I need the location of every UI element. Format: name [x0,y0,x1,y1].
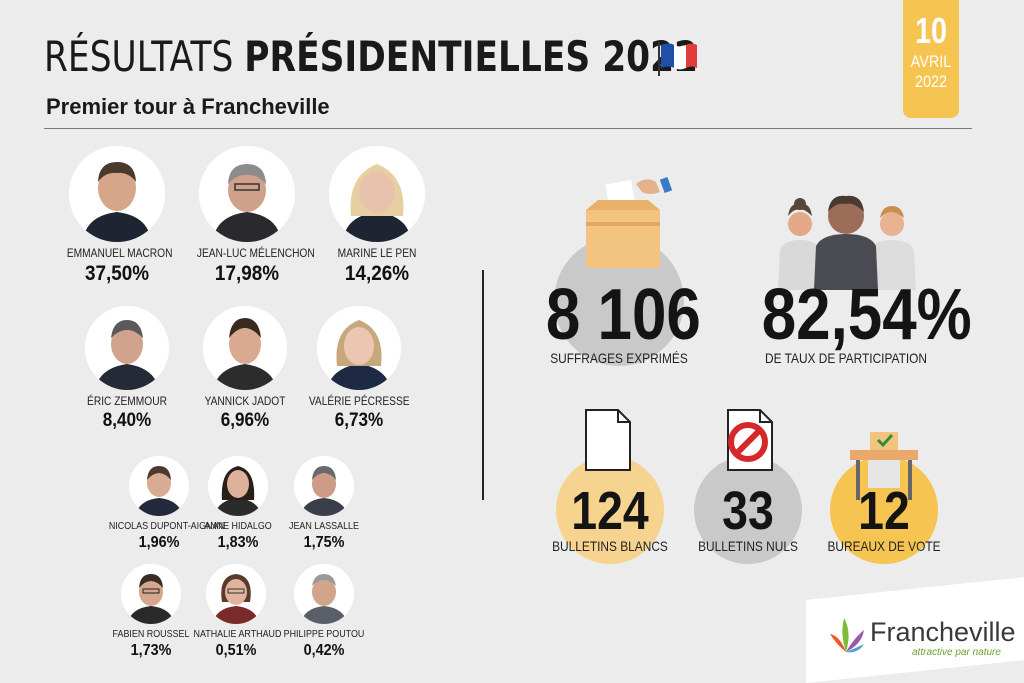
candidate-name: ANNE HIDALGO [204,520,272,532]
candidate-card: VALÉRIE PÉCRESSE 6,73% [300,306,418,432]
candidate-name: NICOLAS DUPONT-AIGNAN [108,520,225,532]
date-day: 10 [914,10,948,51]
people-icon [778,195,916,290]
bureaux-value: 12 [858,481,910,541]
nuls-circle [694,456,802,564]
date-month: AVRIL [910,52,952,71]
candidate-pct: 6,96% [220,410,270,431]
francheville-leaves-icon [830,618,864,653]
candidate-name: PHILIPPE POUTOU [283,628,365,640]
candidate-pct: 1,83% [217,534,259,551]
candidate-photo [294,456,354,516]
blancs-label: BULLETINS BLANCS [552,538,668,554]
french-flag-icon [658,42,697,76]
candidate-pct: 0,51% [215,642,257,659]
candidate-card: EMMANUEL MACRON 37,50% [58,146,176,286]
candidate-photo [129,456,189,516]
page-subtitle: Premier tour à Francheville [46,94,330,119]
polling-booth-icon [850,432,918,500]
candidate-name: JEAN LASSALLE [289,520,359,532]
bureaux-label: BUREAUX DE VOTE [827,538,941,554]
candidate-card: ANNE HIDALGO 1,83% [188,456,288,552]
candidate-pct: 8,40% [102,410,152,431]
candidate-name: MARINE LE PEN [337,246,417,260]
header-rule [44,128,972,129]
candidate-pct: 1,96% [138,534,180,551]
logo-tagline: attractive par nature [912,647,1001,658]
participation-value: 82,54% [761,275,972,355]
candidate-pct: 37,50% [84,262,150,285]
date-year: 2022 [914,72,948,91]
candidate-card: YANNICK JADOT 6,96% [186,306,304,432]
title-bold: PRÉSIDENTIELLES 2022 [244,32,699,81]
candidate-photo [69,146,165,242]
candidate-photo [85,306,169,390]
candidate-pct: 17,98% [214,262,280,285]
candidate-pct: 1,75% [303,534,345,551]
candidate-photo [206,564,266,624]
title-light: RÉSULTATS [44,32,234,81]
blank-ballot-icon [585,409,631,471]
section-divider [482,270,484,500]
suffrages-value: 8 106 [545,275,701,355]
candidate-name: ÉRIC ZEMMOUR [87,394,167,408]
candidate-photo [199,146,295,242]
candidate-photo [329,146,425,242]
suffrages-label: SUFFRAGES EXPRIMÉS [550,350,688,366]
candidate-pct: 1,73% [130,642,172,659]
candidate-photo [121,564,181,624]
candidate-card: ÉRIC ZEMMOUR 8,40% [68,306,186,432]
logo-name: Francheville [870,617,1016,647]
candidate-card: MARINE LE PEN 14,26% [318,146,436,286]
blancs-circle [556,456,664,564]
candidate-name: YANNICK JADOT [204,394,286,408]
candidate-card: NATHALIE ARTHAUD 0,51% [186,564,286,660]
candidate-photo [294,564,354,624]
candidate-name: FABIEN ROUSSEL [112,628,190,640]
candidate-card: FABIEN ROUSSEL 1,73% [92,564,210,660]
null-ballot-icon [727,409,773,471]
candidate-card: JEAN LASSALLE 1,75% [274,456,374,552]
participation-label: DE TAUX DE PARTICIPATION [764,350,928,366]
ballot-box-icon [586,177,673,268]
page-title: RÉSULTATS PRÉSIDENTIELLES 2022 [44,36,698,78]
candidate-name: EMMANUEL MACRON [66,246,173,260]
nuls-label: BULLETINS NULS [698,538,798,554]
blancs-value: 124 [571,481,649,541]
candidate-pct: 14,26% [344,262,410,285]
candidate-pct: 6,73% [334,410,384,431]
candidate-name: NATHALIE ARTHAUD [193,628,282,640]
candidate-photo [203,306,287,390]
candidate-pct: 0,42% [303,642,345,659]
candidate-card: JEAN-LUC MÉLENCHON 17,98% [188,146,315,286]
candidate-card: PHILIPPE POUTOU 0,42% [274,564,374,660]
nuls-value: 33 [722,481,774,541]
candidate-name: VALÉRIE PÉCRESSE [308,394,410,408]
candidate-photo [317,306,401,390]
date-badge: 10 AVRIL 2022 [903,0,959,118]
candidate-photo [208,456,268,516]
candidate-card: NICOLAS DUPONT-AIGNAN 1,96% [100,456,225,552]
candidate-name: JEAN-LUC MÉLENCHON [196,246,315,260]
